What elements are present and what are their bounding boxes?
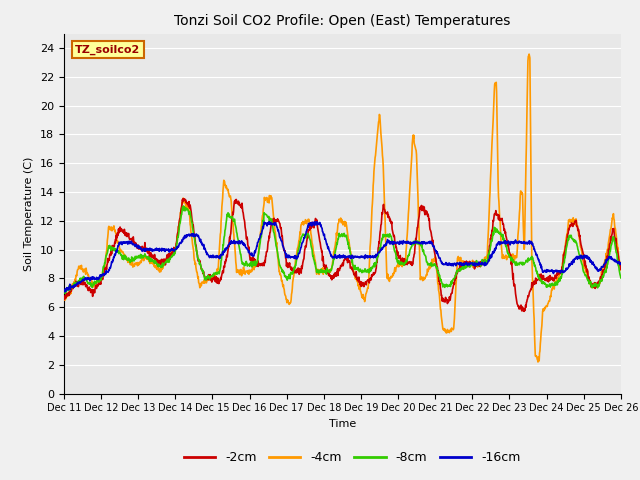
Legend: -2cm, -4cm, -8cm, -16cm: -2cm, -4cm, -8cm, -16cm bbox=[179, 446, 525, 469]
X-axis label: Time: Time bbox=[329, 419, 356, 429]
Y-axis label: Soil Temperature (C): Soil Temperature (C) bbox=[24, 156, 35, 271]
Text: TZ_soilco2: TZ_soilco2 bbox=[75, 44, 140, 55]
Title: Tonzi Soil CO2 Profile: Open (East) Temperatures: Tonzi Soil CO2 Profile: Open (East) Temp… bbox=[174, 14, 511, 28]
